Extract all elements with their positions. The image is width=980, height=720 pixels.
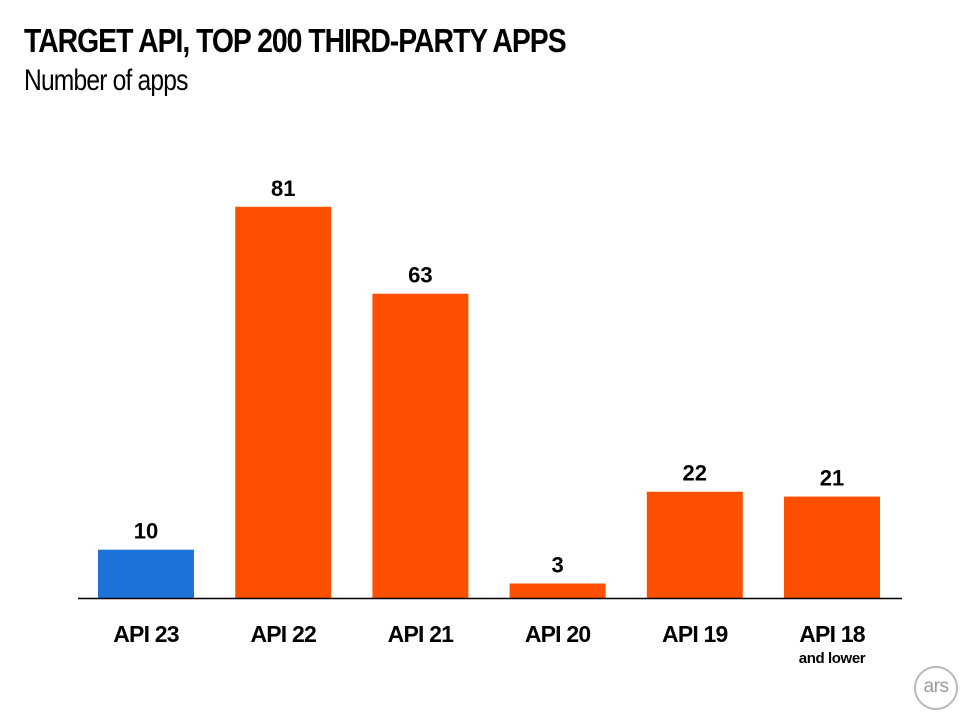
chart-title: TARGET API, TOP 200 THIRD-PARTY APPS bbox=[24, 22, 567, 59]
bar-api-22 bbox=[235, 206, 332, 598]
category-label-api-18: API 18 bbox=[799, 621, 866, 647]
value-label-api-22: 81 bbox=[271, 176, 295, 201]
value-label-api-18: 21 bbox=[820, 466, 844, 491]
bars-layer bbox=[98, 206, 880, 598]
value-label-api-23: 10 bbox=[134, 519, 158, 544]
category-sublabel-api-18: and lower bbox=[799, 650, 866, 667]
bar-api-23 bbox=[98, 549, 194, 598]
ars-logo-text: ars bbox=[923, 676, 949, 697]
value-label-api-20: 3 bbox=[551, 553, 563, 578]
category-label-api-19: API 19 bbox=[662, 621, 728, 647]
category-label-api-20: API 20 bbox=[525, 621, 591, 647]
bar-api-21 bbox=[372, 293, 469, 598]
chart-subtitle: Number of apps bbox=[24, 64, 188, 97]
bar-api-19 bbox=[646, 491, 743, 598]
category-label-api-23: API 23 bbox=[113, 621, 179, 647]
value-label-api-21: 63 bbox=[408, 263, 432, 288]
category-label-api-22: API 22 bbox=[250, 621, 316, 647]
labels-layer: 10 API 23 81 API 22 63 API 21 3 API 20 22 API 19 2… bbox=[113, 176, 866, 667]
bar-api-20 bbox=[509, 583, 606, 598]
value-label-api-19: 22 bbox=[683, 461, 707, 486]
category-label-api-21: API 21 bbox=[388, 621, 455, 647]
ars-logo: ars bbox=[914, 666, 958, 710]
bar-api-18 bbox=[784, 496, 880, 598]
